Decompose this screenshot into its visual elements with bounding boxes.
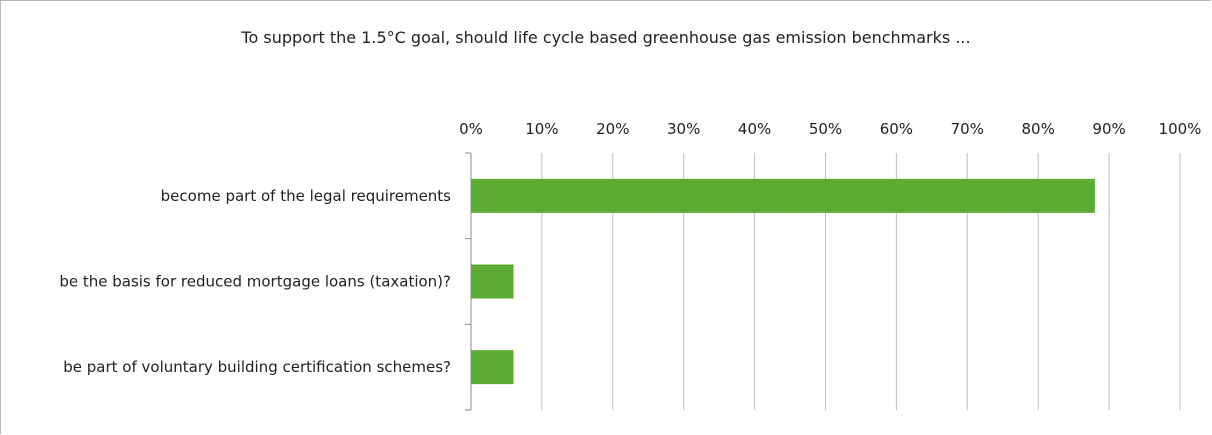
x-tick-label: 80% xyxy=(1022,120,1055,138)
y-axis xyxy=(465,152,472,411)
x-tick-label: 10% xyxy=(525,120,558,138)
category-label: become part of the legal requirements xyxy=(161,187,452,205)
bars xyxy=(471,178,1095,385)
x-tick-label: 50% xyxy=(809,120,842,138)
x-tick-label: 0% xyxy=(459,120,483,138)
x-tick-label: 30% xyxy=(667,120,700,138)
bar xyxy=(471,350,514,385)
bar xyxy=(471,264,514,299)
x-tick-label: 100% xyxy=(1159,120,1202,138)
category-label: be the basis for reduced mortgage loans … xyxy=(59,273,451,291)
bar xyxy=(471,178,1095,213)
x-tick-label: 40% xyxy=(738,120,771,138)
x-tick-label: 20% xyxy=(596,120,629,138)
x-tick-label: 90% xyxy=(1092,120,1125,138)
x-tick-labels: 0% 10% 20% 30% 40% 50% 60% 70% 80% 90% 100% xyxy=(459,120,1201,138)
chart-title: To support the 1.5°C goal, should life c… xyxy=(241,28,971,47)
category-label: be part of voluntary building certificat… xyxy=(63,358,451,376)
x-tick-label: 60% xyxy=(880,120,913,138)
category-labels: become part of the legal requirements be … xyxy=(59,187,451,376)
x-tick-label: 70% xyxy=(951,120,984,138)
